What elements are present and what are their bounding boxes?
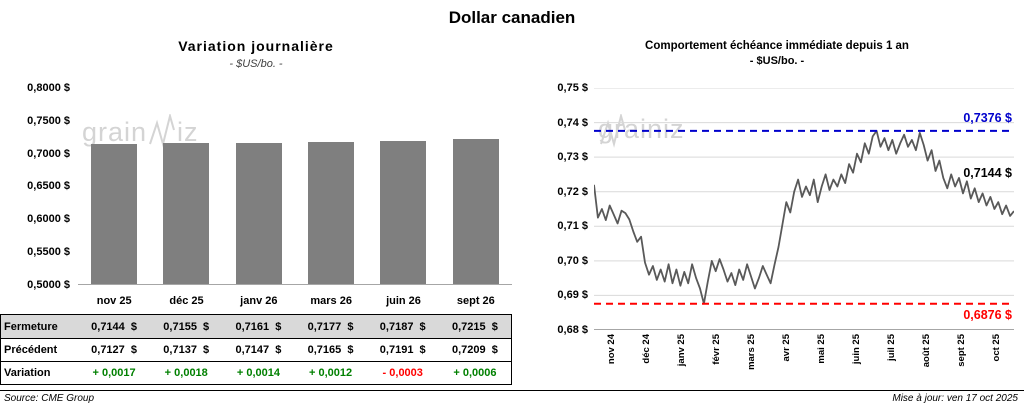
updated-note: Mise à jour: ven 17 oct 2025 xyxy=(892,393,1018,404)
low-reference-label: 0,6876 $ xyxy=(963,307,1012,322)
y-tick-label: 0,6500 $ xyxy=(27,180,70,193)
table-cell: 0,7165 $ xyxy=(307,344,354,356)
y-tick-label: 0,69 $ xyxy=(557,289,588,302)
y-tick-label: 0,5500 $ xyxy=(27,246,70,259)
table-cell: - 0,0003 xyxy=(382,367,423,379)
bar-column xyxy=(367,88,439,284)
table-row: Variation + 0,0017 + 0,0018 + 0,0014 + 0,001… xyxy=(1,361,511,384)
x-axis-label: janv 26 xyxy=(240,295,278,307)
futures-price-table: Fermeture 0,7144 $ 0,7155 $ 0,7161 $ 0,7177 … xyxy=(0,314,512,385)
table-cell: + 0,0014 xyxy=(236,367,280,379)
table-cell: 0,7155 $ xyxy=(163,320,210,333)
watermark-zigzag-icon xyxy=(149,114,176,148)
row-label: Précédent xyxy=(4,344,58,356)
source-note: Source: CME Group xyxy=(4,393,95,404)
x-axis-label: nov 25 xyxy=(96,295,132,307)
contract-month-header-row: nov 25 déc 25 janv 26 mars 26 juin 26 sept 26 xyxy=(0,290,512,312)
y-tick-label: 0,7500 $ xyxy=(27,114,70,127)
line-chart-title: Comportement échéance immédiate depuis 1… xyxy=(645,40,909,52)
bar xyxy=(91,143,138,284)
watermark-text-suffix: iz xyxy=(663,114,685,144)
line-chart-x-axis: nov 24 déc 24 janv 25 févr 25 mars 25 avr 25 m… xyxy=(594,334,1014,386)
y-tick-label: 0,74 $ xyxy=(557,116,588,129)
bar-chart-y-axis: 0,8000 $ 0,7500 $ 0,7000 $ 0,6500 $ 0,6000 $… xyxy=(6,81,70,292)
x-axis-label: déc 24 xyxy=(641,334,652,364)
bar-chart-plot-area: grain iz xyxy=(78,88,512,285)
table-cell: 0,7191 $ xyxy=(379,344,426,356)
x-axis-label: mai 25 xyxy=(816,334,827,364)
x-axis-label: avr 25 xyxy=(781,334,792,362)
table-cell: 0,7144 $ xyxy=(91,320,138,333)
x-axis-label: nov 24 xyxy=(606,334,617,365)
current-price-label: 0,7144 $ xyxy=(963,166,1012,180)
x-axis-label: juin 26 xyxy=(386,295,421,307)
bar-column xyxy=(295,88,367,284)
table-cell: + 0,0012 xyxy=(309,367,353,379)
x-axis-label: déc 25 xyxy=(169,295,204,307)
y-tick-label: 0,6000 $ xyxy=(27,213,70,226)
y-tick-label: 0,71 $ xyxy=(557,220,588,233)
table-cell: 0,7161 $ xyxy=(235,320,282,333)
x-axis-label: févr 25 xyxy=(711,334,722,365)
table-cell: 0,7137 $ xyxy=(163,344,210,356)
x-axis-label: août 25 xyxy=(921,334,932,368)
row-label: Fermeture xyxy=(4,320,58,333)
bar xyxy=(308,141,355,284)
x-axis-label: juil 25 xyxy=(886,334,897,361)
table-cell: 0,7215 $ xyxy=(451,320,498,333)
x-axis-label: oct 25 xyxy=(991,334,1002,362)
watermark-text-suffix: iz xyxy=(177,116,199,147)
page-title: Dollar canadien xyxy=(448,8,576,27)
y-tick-label: 0,73 $ xyxy=(557,151,588,164)
bar-chart-title: Variation journalière xyxy=(178,38,334,54)
watermark-text-prefix: grain xyxy=(82,116,148,147)
row-label: Variation xyxy=(4,367,51,379)
line-chart-plot-area: grain iz 0,7376 $ 0,7144 $ 0,6876 $ xyxy=(594,88,1014,330)
bar-column xyxy=(440,88,512,284)
y-tick-label: 0,5000 $ xyxy=(27,278,70,291)
table-cell: + 0,0017 xyxy=(92,367,136,379)
high-reference-label: 0,7376 $ xyxy=(963,110,1012,125)
bar-chart-subtitle: - $US/bo. - xyxy=(229,58,283,70)
table-cell: + 0,0006 xyxy=(453,367,497,379)
x-axis-label: janv 25 xyxy=(676,334,687,367)
bar-column xyxy=(223,88,295,284)
y-tick-label: 0,68 $ xyxy=(557,323,588,336)
bar xyxy=(380,141,427,284)
line-chart-subtitle: - $US/bo. - xyxy=(749,55,805,67)
grainwiz-watermark: grain iz xyxy=(82,114,199,150)
line-chart-y-axis: 0,75 $ 0,74 $ 0,73 $ 0,72 $ 0,71 $ 0,70 $ 0,69… xyxy=(538,81,588,337)
table-cell: 0,7127 $ xyxy=(91,344,138,356)
x-axis-label: juin 25 xyxy=(851,334,862,365)
bar xyxy=(163,143,210,284)
table-cell: 0,7147 $ xyxy=(235,344,282,356)
table-row: Précédent 0,7127 $ 0,7137 $ 0,7147 $ 0,7165 … xyxy=(1,338,511,361)
grainwiz-watermark: grain iz xyxy=(598,114,685,148)
bar-column xyxy=(150,88,222,284)
table-cell: 0,7209 $ xyxy=(451,344,498,356)
bar xyxy=(452,139,499,284)
x-axis-label: mars 25 xyxy=(746,334,757,370)
watermark-zigzag-icon xyxy=(600,114,626,148)
table-row: Fermeture 0,7144 $ 0,7155 $ 0,7161 $ 0,7177 … xyxy=(1,315,511,338)
y-tick-label: 0,8000 $ xyxy=(27,82,70,94)
price-line-chart xyxy=(594,88,1014,330)
footer: Source: CME Group Mise à jour: ven 17 oc… xyxy=(0,390,1024,409)
x-axis-label: sept 26 xyxy=(456,295,495,307)
table-cell: 0,7177 $ xyxy=(307,320,354,333)
y-tick-label: 0,72 $ xyxy=(557,185,588,198)
bar xyxy=(235,142,282,284)
x-axis-label: sept 25 xyxy=(956,334,967,367)
table-cell: 0,7187 $ xyxy=(379,320,426,333)
x-axis-label: mars 26 xyxy=(310,295,352,307)
y-tick-label: 0,75 $ xyxy=(557,82,588,94)
bar-column xyxy=(78,88,150,284)
table-cell: + 0,0018 xyxy=(164,367,208,379)
y-tick-label: 0,7000 $ xyxy=(27,147,70,160)
y-tick-label: 0,70 $ xyxy=(557,254,588,267)
